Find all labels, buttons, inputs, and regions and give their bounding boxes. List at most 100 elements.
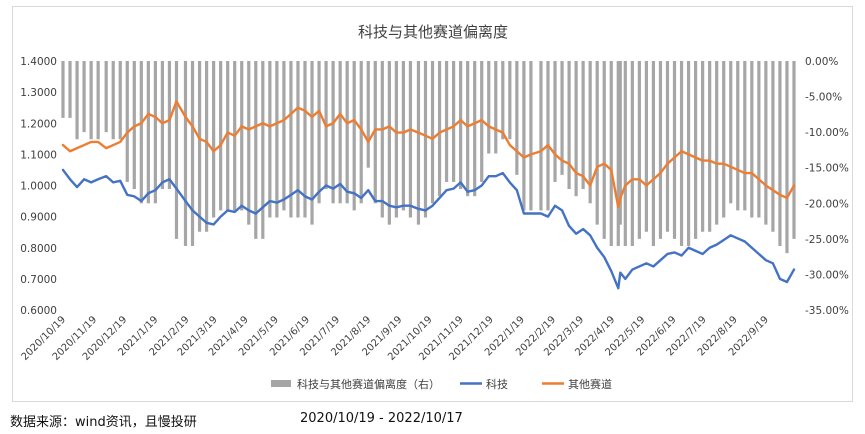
deviation-bar (651, 61, 656, 246)
deviation-bar (736, 61, 740, 211)
deviation-bar (68, 61, 72, 118)
y-left-tick-label: 0.6000 (20, 305, 57, 317)
deviation-bar (473, 61, 477, 197)
deviation-bar (466, 61, 470, 197)
deviation-bar (757, 61, 761, 218)
y-axis-left: 1.4000 1.3000 1.2000 1.1000 1.0000 0.9000 0.80… (20, 56, 57, 317)
deviation-bar (487, 61, 491, 154)
deviation-bar (701, 61, 705, 232)
legend-label: 其他赛道 (568, 377, 612, 391)
deviation-bar (111, 61, 115, 140)
deviation-bar (139, 61, 143, 204)
deviation-bar (618, 61, 622, 225)
deviation-bar (352, 61, 356, 211)
deviation-bar (183, 61, 188, 246)
deviation-bar (104, 61, 108, 133)
deviation-bar (764, 61, 768, 225)
deviation-bar (437, 61, 442, 197)
deviation-bar (459, 61, 463, 190)
deviation-bar (240, 61, 244, 211)
deviation-bar (508, 61, 512, 140)
deviation-bar (212, 61, 216, 218)
deviation-bars (61, 61, 796, 254)
deviation-bar (380, 61, 384, 218)
y-right-tick-label: -25.00% (805, 234, 849, 246)
deviation-bar (494, 61, 498, 154)
deviation-bar (366, 61, 370, 168)
deviation-bar (387, 61, 391, 225)
deviation-bar (623, 61, 627, 246)
y-axis-right: 0.00% -5.00% -10.00% -15.00% -20.00% -25.00% -… (805, 56, 849, 317)
deviation-bar (588, 61, 592, 204)
deviation-bar (665, 61, 670, 232)
y-right-tick-label: -15.00% (805, 163, 849, 175)
deviation-bar (715, 61, 719, 225)
legend: 科技与其他赛道偏离度（右） 科技 其他赛道 (271, 377, 612, 391)
deviation-bar (750, 61, 754, 218)
deviation-bar (359, 61, 363, 204)
deviation-bar (672, 61, 677, 239)
deviation-bar (247, 61, 251, 225)
deviation-bar (394, 61, 398, 218)
legend-label: 科技 (486, 377, 508, 391)
y-right-tick-label: -20.00% (805, 198, 849, 210)
y-right-tick-label: -10.00% (805, 127, 849, 139)
deviation-bar (609, 61, 613, 246)
deviation-bar (416, 61, 421, 225)
deviation-bar (644, 61, 648, 232)
deviation-bar (602, 61, 606, 239)
date-range: 2020/10/19 - 2022/10/17 (300, 411, 463, 426)
deviation-bar (792, 61, 796, 239)
deviation-bar (408, 61, 413, 218)
deviation-bar (581, 61, 585, 190)
deviation-bar (785, 61, 789, 254)
deviation-bar (190, 61, 195, 246)
deviation-bar (729, 61, 733, 204)
deviation-bar (61, 61, 65, 118)
deviation-bar (430, 61, 435, 204)
deviation-bar (637, 61, 641, 239)
deviation-bar (452, 61, 456, 182)
y-left-tick-label: 1.1000 (20, 149, 57, 161)
deviation-bar (331, 61, 335, 204)
deviation-bar (167, 61, 172, 190)
y-right-tick-label: -35.00% (805, 305, 849, 317)
deviation-bar (226, 61, 230, 211)
deviation-bar (219, 61, 223, 211)
series-line-other (61, 100, 796, 209)
y-left-tick-label: 1.0000 (20, 181, 57, 193)
deviation-bar (125, 61, 129, 182)
deviation-bar (444, 61, 449, 182)
deviation-bar (160, 61, 165, 190)
deviation-bar (254, 61, 258, 239)
deviation-bar (275, 61, 279, 218)
deviation-bar (423, 61, 428, 218)
series-lines (61, 100, 796, 290)
deviation-bar (771, 61, 775, 232)
deviation-bar (743, 61, 747, 211)
y-left-tick-label: 1.4000 (20, 56, 57, 68)
y-right-tick-label: 0.00% (805, 56, 838, 68)
deviation-bar (539, 61, 543, 211)
deviation-bar (401, 61, 405, 211)
deviation-bar (567, 61, 571, 190)
deviation-bar (658, 61, 663, 239)
y-right-tick-label: -30.00% (805, 269, 849, 281)
deviation-bar (204, 61, 209, 232)
deviation-bar (529, 61, 533, 211)
deviation-bar (522, 61, 526, 211)
deviation-bar (89, 61, 93, 140)
deviation-bar (282, 61, 286, 211)
deviation-bar (574, 61, 578, 197)
deviation-bar (560, 61, 564, 175)
deviation-bar (546, 61, 550, 211)
chart-frame: 科技与其他赛道偏离度 1.4000 1.3000 1.2000 1.1000 1.000… (12, 6, 853, 402)
deviation-bar (345, 61, 349, 204)
source-note: 数据来源：wind资讯，且慢投研 (10, 415, 197, 430)
deviation-bar (317, 61, 321, 204)
deviation-bar (679, 61, 684, 246)
deviation-bar (338, 61, 342, 204)
y-right-tick-label: -5.00% (805, 92, 842, 104)
deviation-bar (146, 61, 150, 204)
y-left-tick-label: 1.2000 (20, 118, 57, 130)
